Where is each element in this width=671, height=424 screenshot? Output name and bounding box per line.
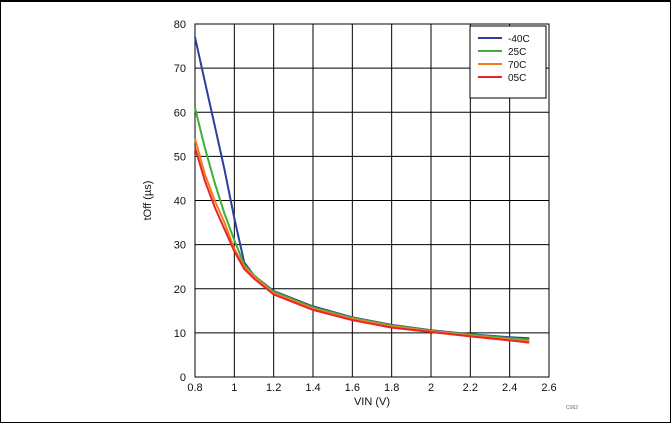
y-axis-label: tOff (µs) [142,181,154,221]
y-tick-label: 30 [174,240,186,252]
x-tick-label: 2.6 [541,382,556,394]
y-tick-labels: 0 10 20 30 40 50 60 70 80 [174,19,186,384]
y-tick-label: 10 [174,328,186,340]
plot-border [194,23,550,378]
series-group [194,36,530,344]
series-line-2 [194,138,530,343]
y-tick-label: 20 [174,284,186,296]
y-tick-label: 60 [174,107,186,119]
x-tick-label: 1.2 [266,382,281,394]
x-tick-label: 1.4 [305,382,320,394]
y-tick-label: 50 [174,151,186,163]
legend: -40C 25C 70C 05C [469,25,547,99]
y-tick-label: 40 [174,196,186,208]
x-tick-labels: 0.8 1 1.2 1.4 1.6 1.8 2 2.2 2.4 2.6 [187,382,556,394]
legend-label: 25C [508,47,526,58]
x-tick-label: 2.4 [502,382,517,394]
y-tick-label: 80 [174,19,186,31]
x-axis-label: VIN (V) [354,396,390,408]
legend-label: 05C [508,73,526,84]
y-tick-label: 70 [174,63,186,75]
y-tick-label: 0 [180,372,186,384]
x-tick-label: 0.8 [187,382,202,394]
x-tick-label: 2 [428,382,434,394]
series-line-3 [194,147,530,344]
legend-label: 70C [508,60,526,71]
x-tick-label: 1.8 [384,382,399,394]
x-tick-label: 1.6 [345,382,360,394]
series-line-1 [194,107,530,341]
x-tick-label: 2.2 [463,382,478,394]
top-rule [0,0,671,2]
figure-code: C062 [566,405,578,411]
legend-label: -40C [508,34,530,45]
x-tick-label: 1 [231,382,237,394]
